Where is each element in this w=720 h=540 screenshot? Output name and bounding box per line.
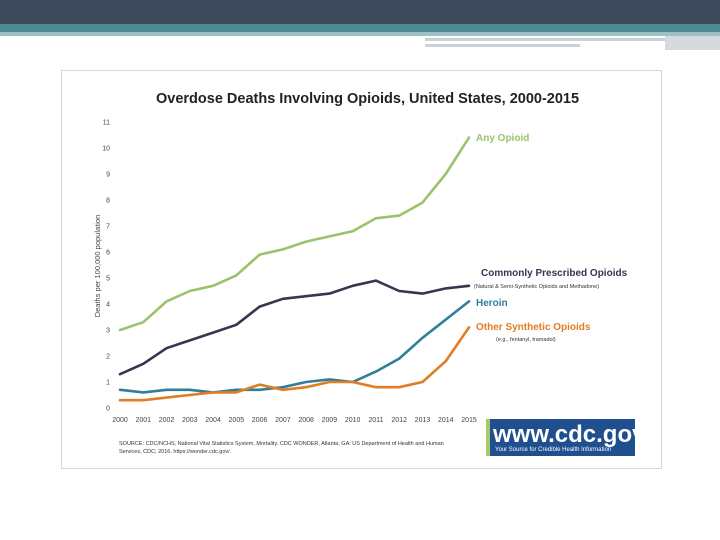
cdc-logo[interactable]: www.cdc.gov Your Source for Credible Hea…	[486, 419, 646, 456]
x-tick-label: 2004	[205, 417, 221, 424]
x-tick-label: 2001	[135, 417, 151, 424]
x-axis-ticks: 2000 2001 2002 2003 2004 2005 2006 2007 2008 2009…	[112, 417, 477, 424]
cdc-logo-accent	[486, 419, 490, 456]
x-tick-label: 2014	[438, 417, 454, 424]
x-tick-label: 2011	[368, 417, 383, 424]
x-tick-label: 2008	[298, 417, 314, 424]
x-tick-label: 2003	[182, 417, 198, 424]
y-tick-label: 4	[106, 302, 110, 309]
series-line-any-opioid	[118, 136, 471, 332]
chart-card	[61, 70, 662, 469]
slide-top-bar	[0, 0, 720, 24]
legend-label: Other Synthetic Opioids	[476, 322, 591, 333]
y-tick-label: 2	[106, 354, 110, 361]
x-tick-label: 2010	[345, 417, 361, 424]
y-tick-label: 0	[106, 406, 110, 413]
y-tick-label: 8	[106, 198, 110, 205]
legend-label: Commonly Prescribed Opioids	[481, 268, 628, 279]
cdc-logo-tagline: Your Source for Credible Health Informat…	[495, 447, 611, 453]
y-axis-label: Deaths per 100,000 population	[93, 215, 102, 318]
x-tick-label: 2000	[112, 417, 128, 424]
y-tick-label: 11	[103, 120, 110, 127]
slide-accent-band	[0, 24, 720, 32]
x-tick-label: 2002	[159, 417, 175, 424]
legend-label: Any Opioid	[476, 133, 529, 144]
source-note-line-1: SOURCE: CDC/NCHS, National Vital Statist…	[119, 441, 444, 447]
chart-legend-labels: Any Opioid Commonly Prescribed Opioids (Na…	[474, 133, 628, 343]
y-tick-label: 10	[102, 146, 110, 153]
x-tick-label: 2013	[415, 417, 431, 424]
slide-accent-line	[425, 38, 665, 41]
cdc-logo-background	[486, 419, 635, 456]
x-tick-label: 2006	[252, 417, 268, 424]
y-tick-label: 5	[106, 276, 110, 283]
chart-series-lines	[118, 136, 471, 402]
slide-accent-block	[665, 36, 720, 50]
slide-accent-band-light	[0, 32, 720, 36]
series-line-commonly-prescribed-opioids	[118, 279, 471, 376]
y-tick-label: 9	[106, 172, 110, 179]
y-tick-label: 3	[106, 328, 110, 335]
series-line-other-synthetic-opioids	[118, 326, 471, 402]
x-tick-label: 2012	[391, 417, 407, 424]
y-tick-label: 7	[106, 224, 110, 231]
x-tick-label: 2007	[275, 417, 291, 424]
legend-sublabel: (e.g., fentanyl, tramadol)	[496, 337, 556, 343]
cdc-logo-domain: www.cdc.gov	[492, 421, 646, 448]
y-tick-label: 1	[106, 380, 110, 387]
x-tick-label: 2015	[461, 417, 477, 424]
y-tick-label: 6	[106, 250, 110, 257]
x-tick-label: 2009	[322, 417, 338, 424]
slide-accent-line-short	[425, 44, 580, 47]
legend-sublabel: (Natural & Semi-Synthetic Opioids and Me…	[474, 284, 599, 290]
series-line-heroin	[118, 300, 471, 394]
chart-title: Overdose Deaths Involving Opioids, Unite…	[156, 91, 579, 107]
y-axis-ticks: 0 1 2 3 4 5 6 7 8 9 10 11	[102, 120, 110, 413]
source-note-line-2: Services, CDC; 2016. https://wonder.cdc.…	[119, 449, 232, 455]
x-tick-label: 2005	[229, 417, 245, 424]
legend-label: Heroin	[476, 298, 508, 309]
